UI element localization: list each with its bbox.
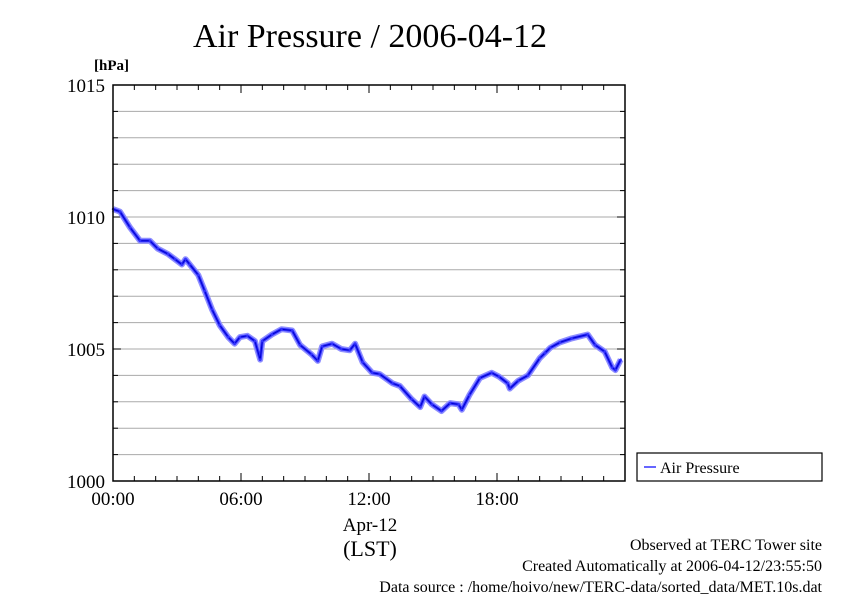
data-point — [280, 328, 283, 331]
data-point — [440, 409, 443, 413]
data-point — [227, 335, 230, 339]
data-point — [570, 337, 573, 340]
data-point — [603, 350, 606, 353]
footer-observed: Observed at TERC Tower site — [630, 537, 822, 554]
plot-frame — [112, 84, 626, 482]
data-point — [614, 368, 617, 372]
data-point — [353, 342, 357, 345]
y-tick-label: 1005 — [67, 340, 105, 361]
legend-label: Air Pressure — [660, 460, 740, 477]
data-point — [517, 379, 520, 382]
data-point — [138, 239, 142, 242]
data-point — [391, 382, 394, 385]
data-point — [316, 359, 319, 363]
data-point — [218, 324, 221, 327]
data-point — [188, 263, 191, 266]
legend: Air Pressure — [636, 452, 823, 482]
data-point — [593, 343, 597, 347]
data-point — [320, 345, 324, 348]
data-point — [253, 339, 257, 343]
data-point — [259, 358, 262, 361]
ticks — [112, 84, 626, 482]
legend-box — [636, 452, 823, 482]
data-point — [430, 403, 434, 406]
data-point — [340, 347, 343, 351]
data-point — [490, 371, 493, 374]
y-tick-label: 1010 — [67, 208, 105, 229]
data-point — [118, 210, 122, 213]
data-point — [238, 335, 242, 339]
data-point — [298, 343, 302, 347]
y-tick-label: 1015 — [67, 76, 105, 97]
data-point — [270, 333, 274, 336]
x-tick-label: 12:00 — [347, 489, 390, 510]
data-point — [586, 333, 589, 336]
data-point — [526, 374, 530, 377]
data-point — [246, 334, 249, 337]
data-point — [398, 384, 402, 388]
data-point — [371, 371, 374, 374]
data-point — [291, 329, 294, 332]
data-point — [506, 382, 509, 385]
footer-created: Created Automatically at 2006-04-12/23:5… — [522, 558, 822, 575]
y-tick-label: 1000 — [67, 472, 105, 493]
data-point — [378, 372, 381, 376]
data-point — [410, 397, 413, 401]
data-point — [148, 239, 152, 242]
data-point — [478, 376, 482, 380]
data-point — [457, 403, 460, 406]
data-point — [460, 408, 463, 411]
data-point — [549, 346, 552, 349]
data-point — [233, 342, 236, 345]
x-tick-label: 18:00 — [475, 489, 518, 510]
data-point — [508, 387, 511, 390]
data-point — [558, 341, 562, 344]
data-point — [538, 357, 541, 360]
data-point — [330, 342, 334, 345]
x-axis-label: Apr-12 — [343, 515, 398, 536]
data-point — [166, 252, 170, 256]
x-tick-label: 00:00 — [91, 489, 134, 510]
x-axis-timezone: (LST) — [343, 536, 397, 561]
data-point — [128, 226, 132, 229]
data-point — [180, 263, 184, 266]
series-group — [111, 206, 624, 414]
data-point — [348, 349, 351, 352]
data-point — [543, 351, 547, 355]
data-point — [419, 405, 422, 409]
x-tick-label: 06:00 — [219, 489, 262, 510]
data-point — [184, 258, 187, 261]
data-point — [497, 375, 501, 378]
data-point — [310, 353, 313, 356]
data-point — [361, 361, 364, 364]
data-point — [173, 258, 177, 261]
data-point — [210, 308, 214, 311]
data-point — [468, 394, 471, 397]
data-point — [261, 339, 264, 343]
grid — [113, 110, 625, 456]
data-point — [197, 273, 200, 277]
data-point — [203, 289, 206, 293]
data-point — [156, 247, 159, 250]
data-point — [448, 401, 452, 405]
series-core — [112, 208, 622, 412]
data-point — [619, 358, 622, 361]
footer-source: Data source : /home/hoivo/new/TERC-data/… — [379, 579, 822, 595]
data-point — [611, 366, 614, 369]
data-point — [423, 395, 426, 398]
y-axis-label: [hPa] — [94, 58, 129, 74]
chart-title: Air Pressure / 2006-04-12 — [193, 18, 547, 55]
series-halo — [111, 206, 624, 414]
series-line — [112, 207, 623, 413]
